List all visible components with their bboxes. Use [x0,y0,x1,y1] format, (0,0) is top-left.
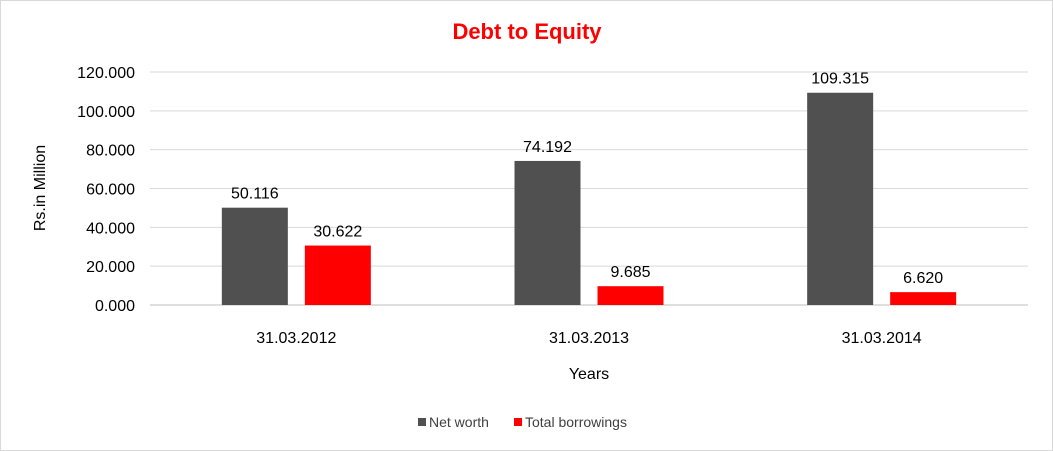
y-tick-label: 100.000 [77,104,135,121]
y-axis-ticks: 0.000 20.000 40.000 60.000 80.000 100.000 120.… [77,65,135,315]
y-tick-label: 0.000 [95,298,135,315]
x-tick-label: 31.03.2014 [842,330,922,347]
y-tick-label: 20.000 [86,259,135,276]
y-tick-label: 120.000 [77,65,135,82]
legend-label: Net worth [429,414,489,430]
x-axis-label: Years [569,366,609,383]
y-tick-label: 60.000 [86,182,135,199]
data-label: 50.116 [231,186,279,203]
legend: Net worth Total borrowings [418,414,627,430]
data-label: 9.685 [610,264,650,281]
chart-title: Debt to Equity [452,19,602,44]
data-labels: 50.116 30.622 74.192 9.685 109.315 6.620 [231,71,943,287]
y-axis-label: Rs.in Million [32,145,49,231]
legend-swatch [514,418,522,426]
x-tick-label: 31.03.2012 [256,330,336,347]
bar [807,92,874,306]
data-label: 109.315 [811,71,869,88]
data-label: 30.622 [313,224,362,241]
bar [221,207,288,305]
bar [597,286,664,305]
bar [890,292,957,305]
bar [304,245,371,305]
gridlines [150,71,1028,306]
data-label: 74.192 [523,139,572,156]
x-tick-label: 31.03.2013 [549,330,629,347]
bar [514,160,581,305]
legend-swatch [418,418,426,426]
x-axis-ticks: 31.03.2012 31.03.2013 31.03.2014 [256,330,922,347]
data-label: 6.620 [903,270,943,287]
y-tick-label: 80.000 [86,143,135,160]
bars [221,92,957,306]
legend-label: Total borrowings [525,414,627,430]
y-tick-label: 40.000 [86,220,135,237]
